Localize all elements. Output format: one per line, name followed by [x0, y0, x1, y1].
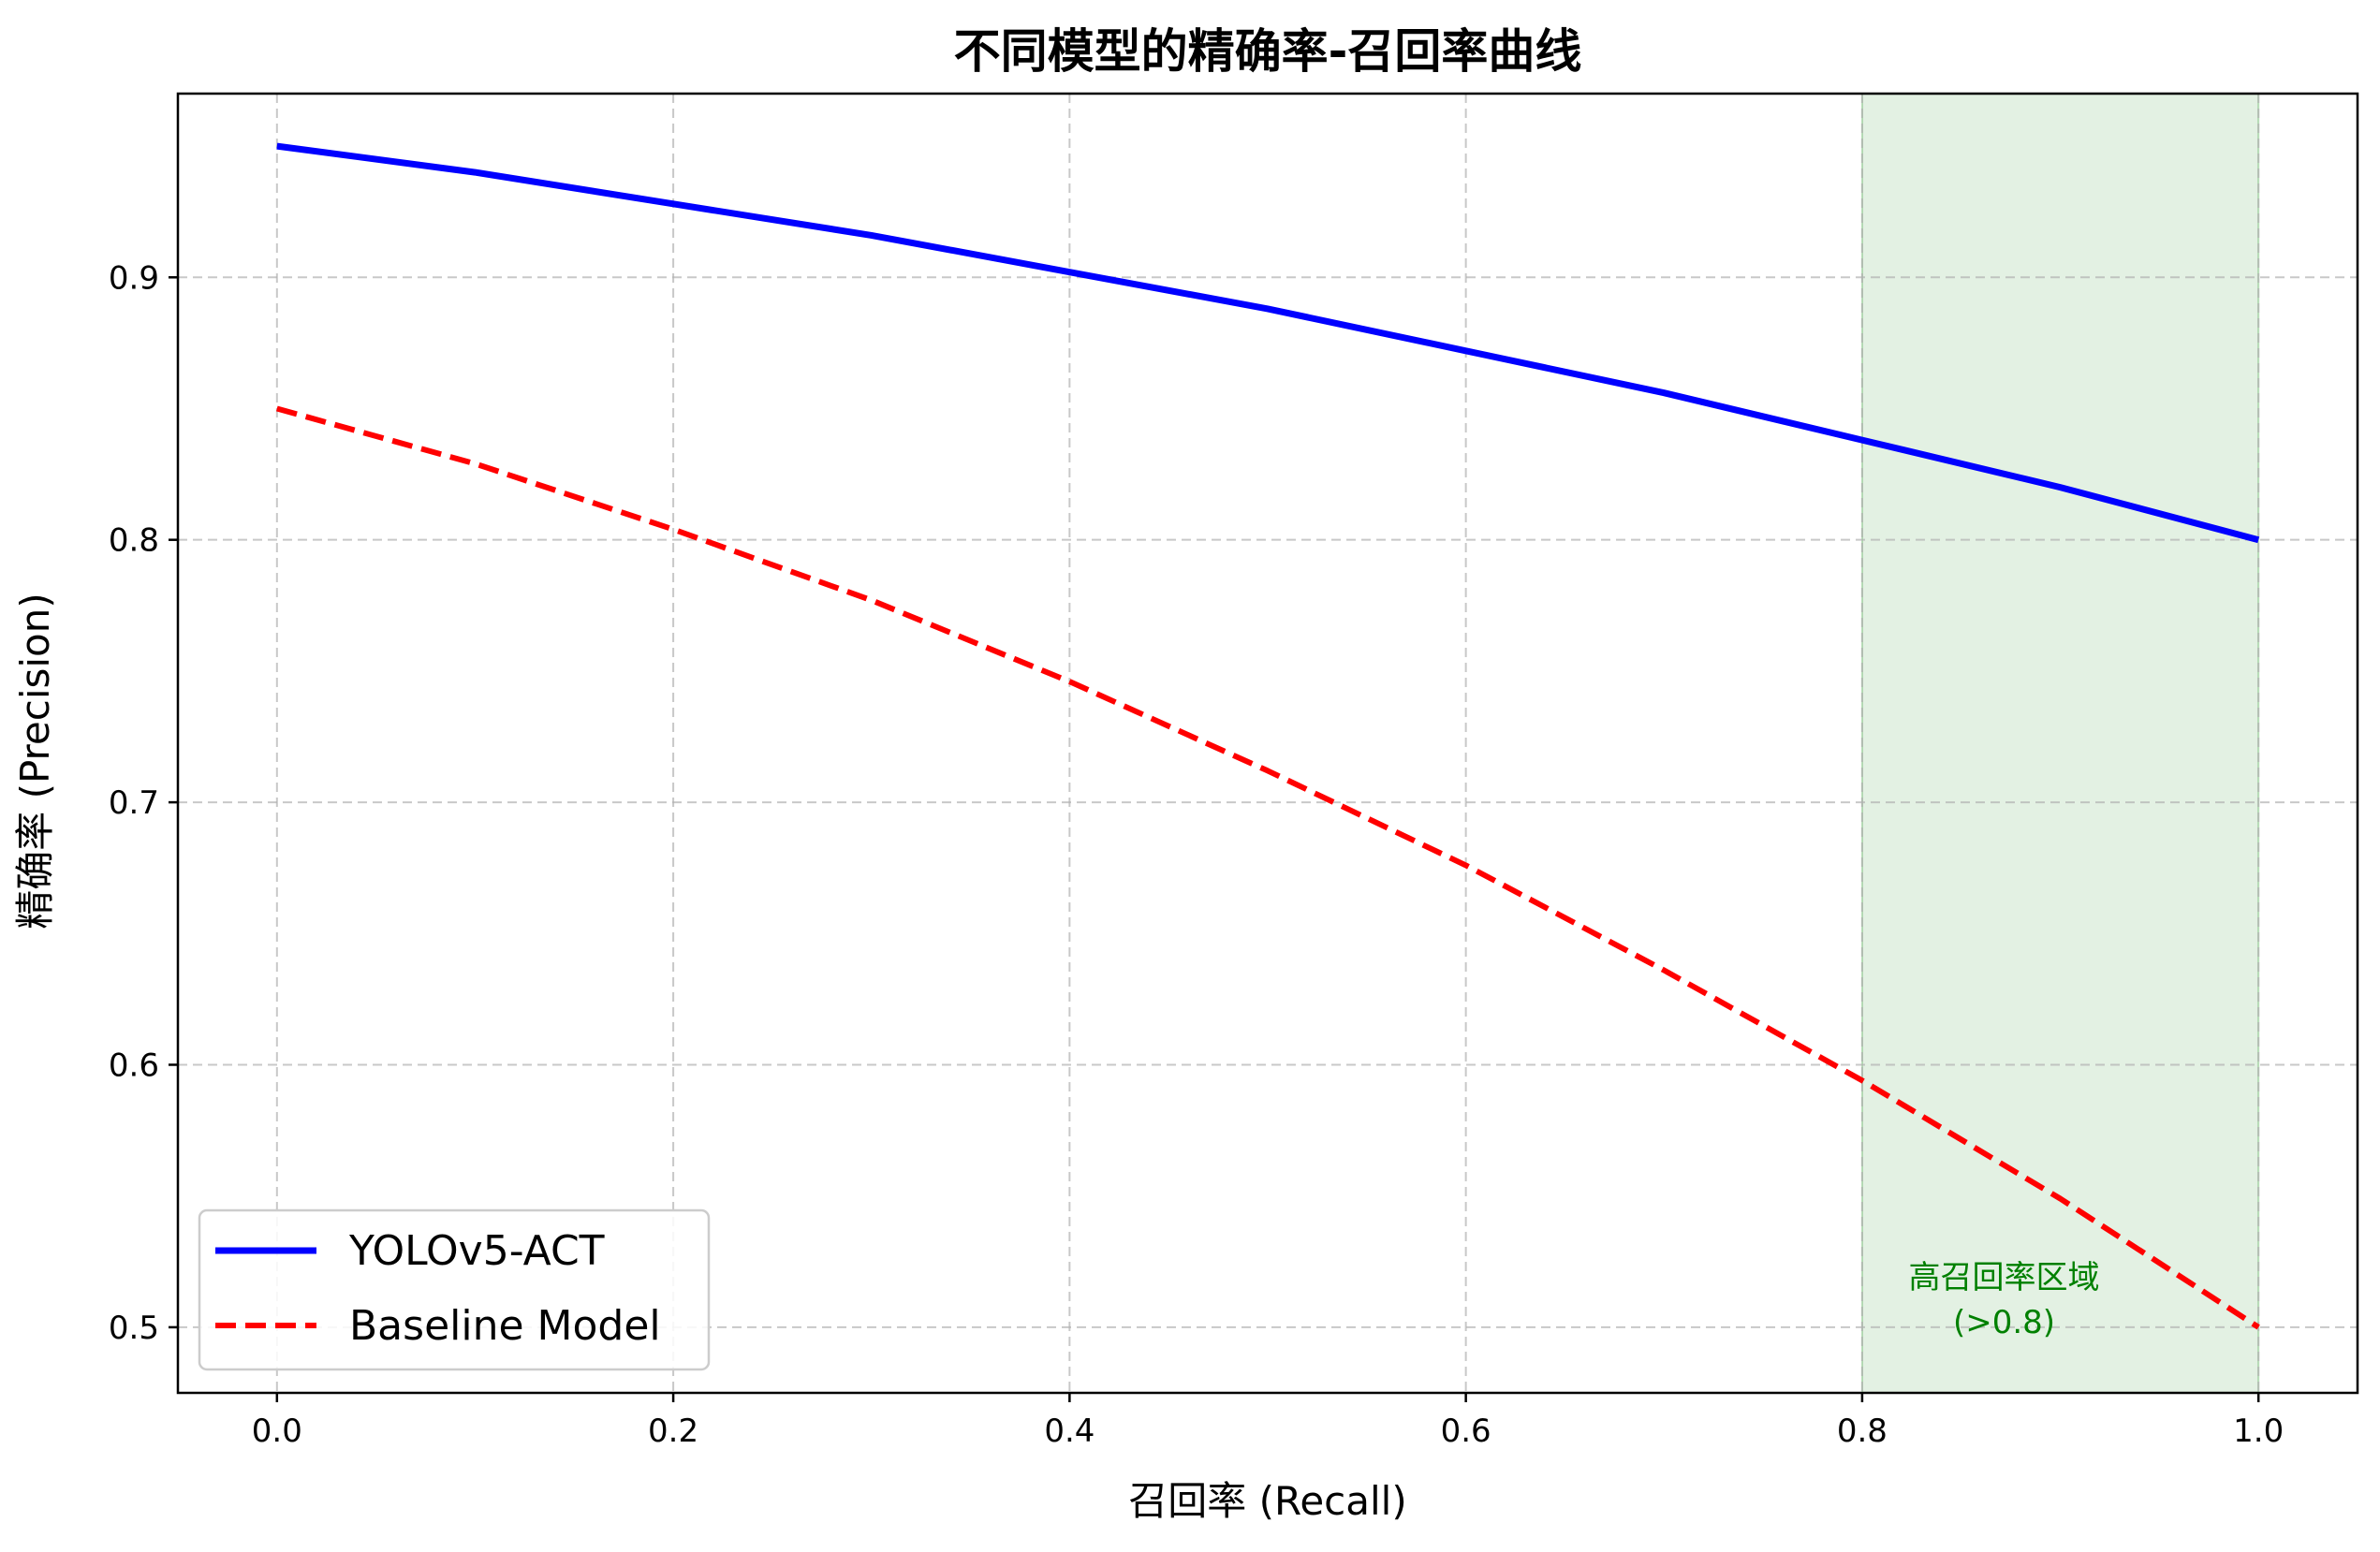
legend: YOLOv5-ACT Baseline Model	[198, 1208, 711, 1371]
x-tick-label: 0.8	[1837, 1413, 1888, 1450]
x-tick-label: 1.0	[2233, 1413, 2284, 1450]
y-axis-label: 精确率 (Precision)	[12, 593, 58, 930]
series-line-1	[276, 142, 2260, 544]
y-tick-label: 0.5	[109, 1310, 159, 1347]
region-label: 高召回率区域	[1909, 1259, 2100, 1296]
x-tick-label: 0.6	[1441, 1413, 1491, 1450]
plot-area: 高召回率区域 (>0.8) 0.0 0.2 0.4 0.6 0.8 1.0 0.5 0.6 0.7 0…	[109, 92, 2359, 1450]
x-tick-label: 0.4	[1044, 1413, 1095, 1450]
y-tick-label: 0.8	[109, 522, 159, 560]
region-sublabel: (>0.8)	[1953, 1304, 2055, 1341]
y-tick-label: 0.9	[109, 259, 159, 297]
x-axis-label: 召回率 (Recall)	[1128, 1478, 1406, 1524]
chart-title: 不同模型的精确率-召回率曲线	[954, 24, 1582, 79]
axes-frame	[176, 92, 2359, 1395]
shaded-region	[1860, 93, 2260, 1394]
legend-label-2: Baseline Model	[349, 1302, 661, 1350]
series-line-2	[275, 405, 2260, 1330]
y-tick-label: 0.6	[109, 1047, 159, 1084]
legend-box	[198, 1208, 711, 1371]
y-tick-label: 0.7	[109, 784, 159, 822]
x-tick-label: 0.2	[648, 1413, 698, 1450]
x-tick-label: 0.0	[252, 1413, 302, 1450]
legend-label-1: YOLOv5-ACT	[348, 1227, 605, 1275]
